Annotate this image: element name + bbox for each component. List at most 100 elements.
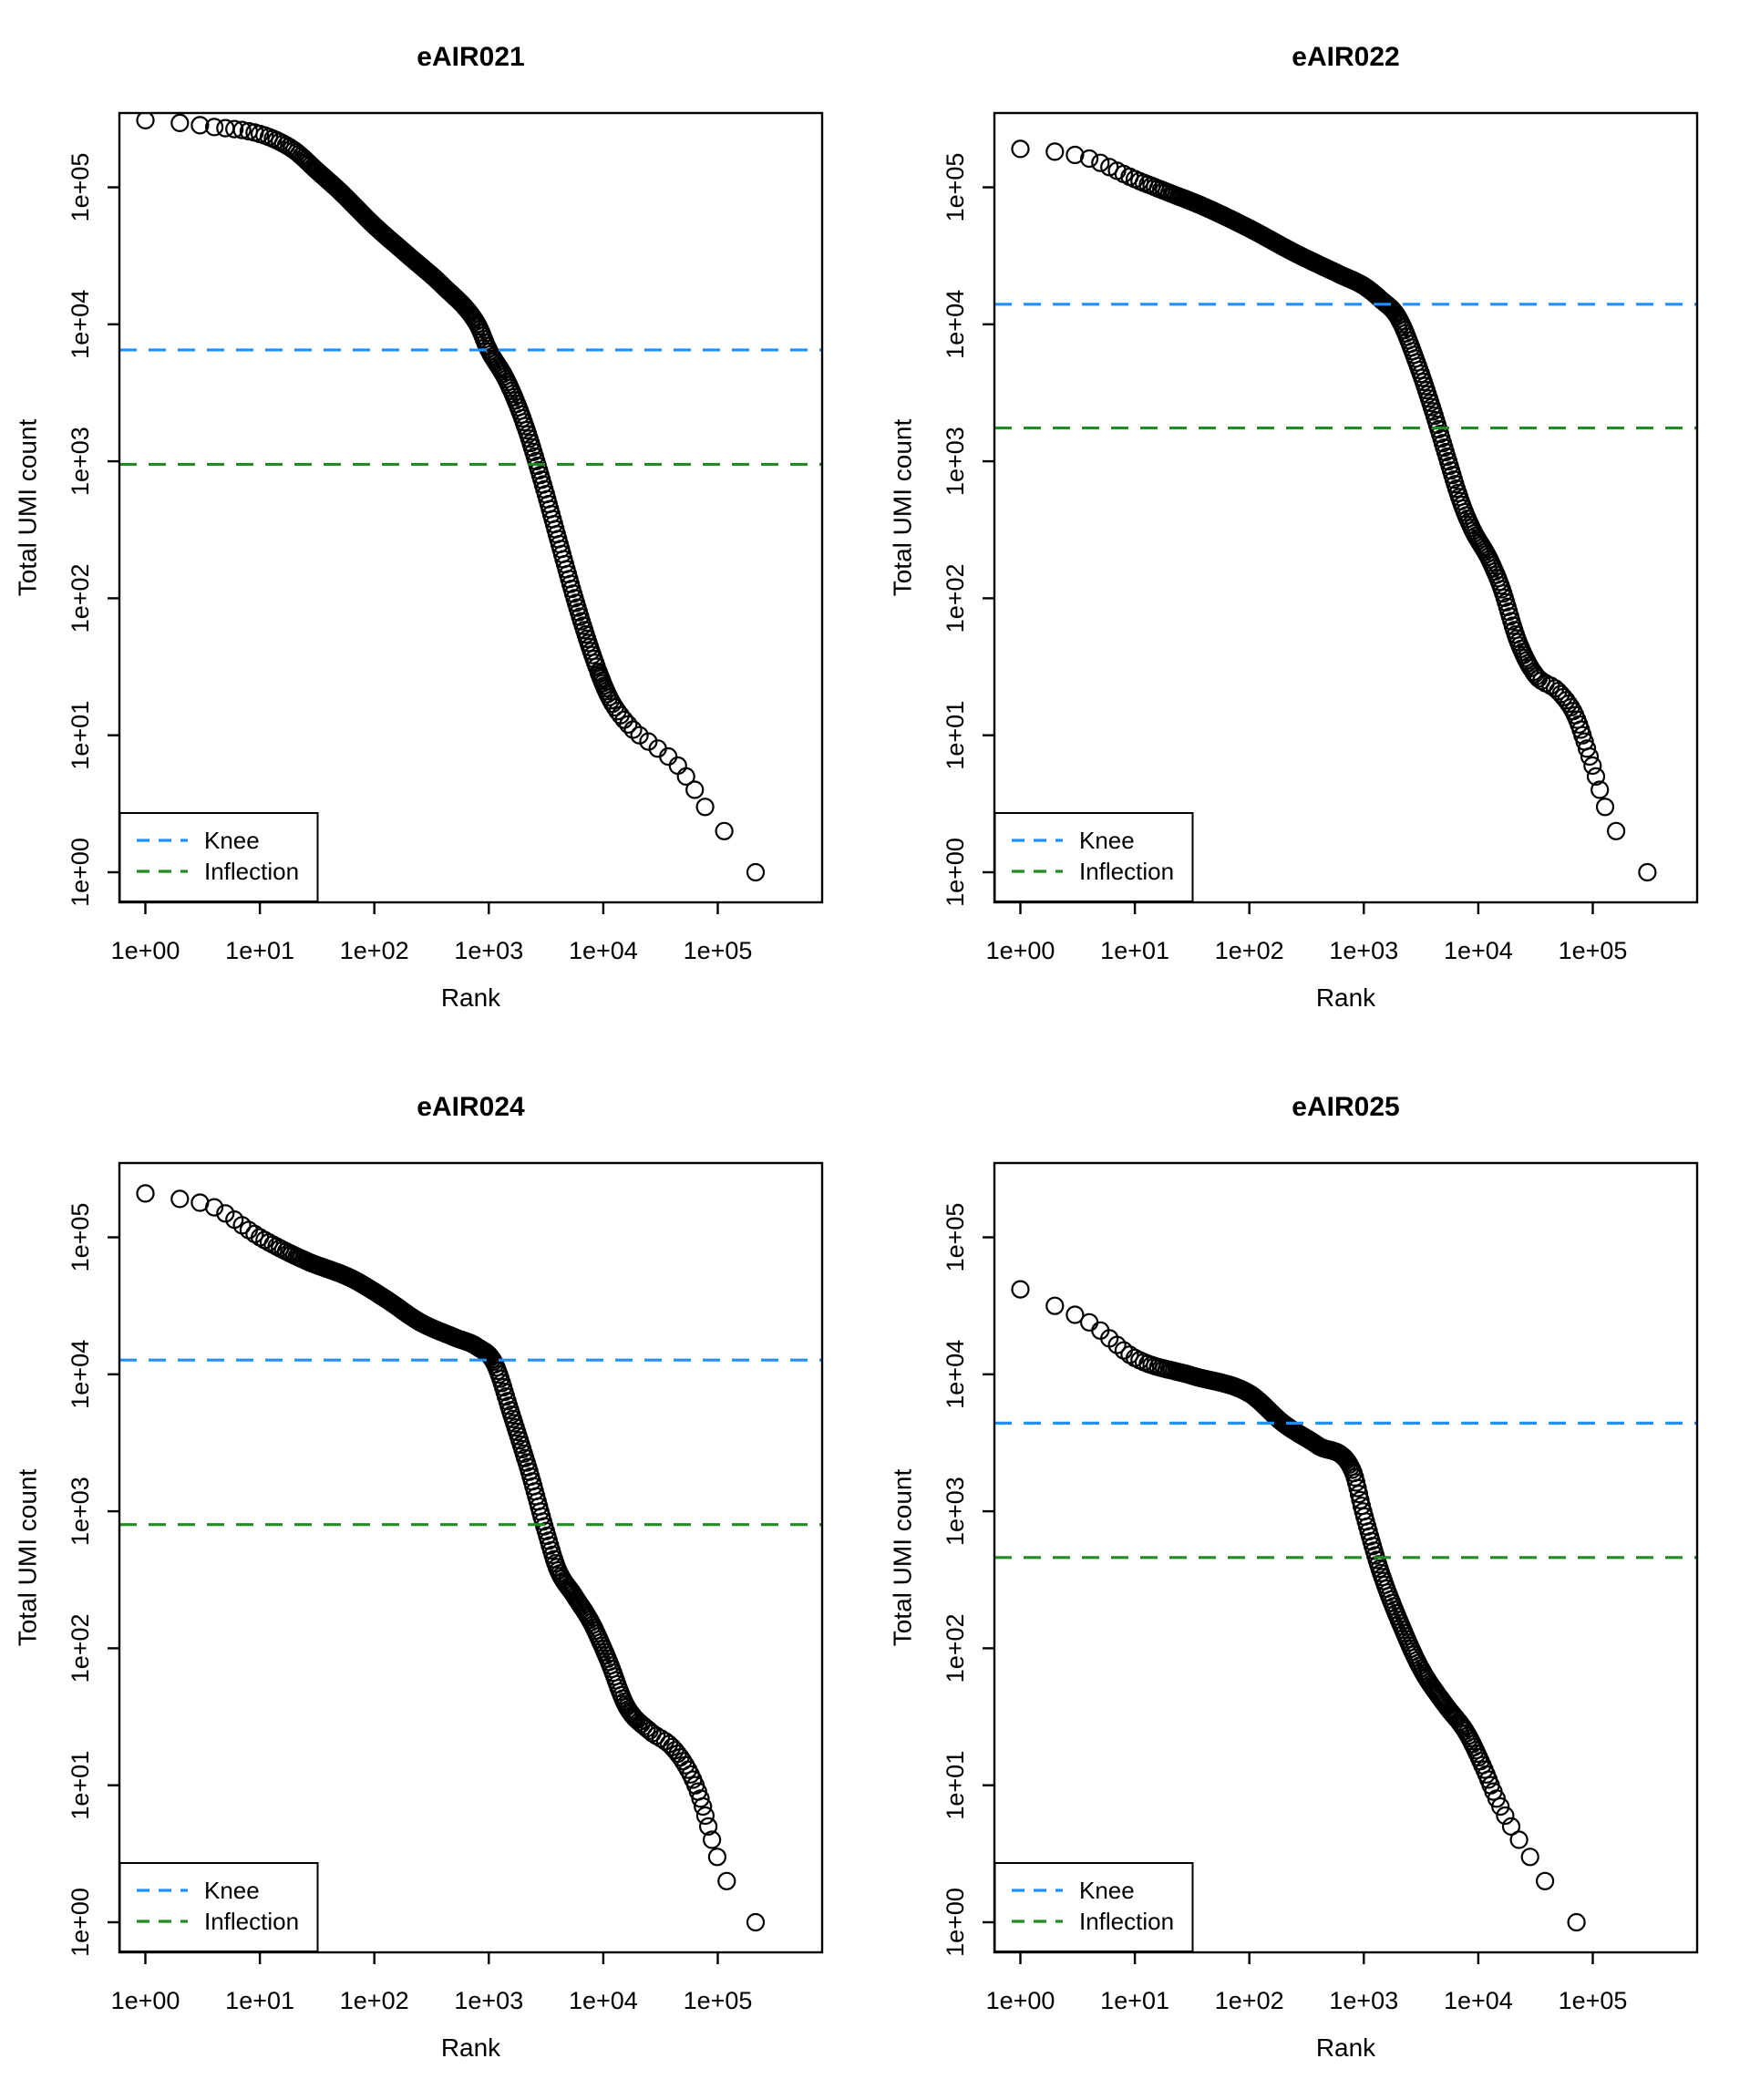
data-point — [1011, 139, 1030, 159]
data-point — [205, 118, 224, 137]
data-point — [136, 1184, 155, 1203]
data-point — [707, 1848, 727, 1867]
y-tick-label: 1e+01 — [67, 1751, 94, 1820]
plot-box — [993, 1161, 1699, 1954]
data-point — [676, 767, 695, 787]
data-point — [1580, 746, 1600, 767]
data-point — [190, 116, 210, 135]
x-tick-label: 1e+02 — [1215, 937, 1284, 964]
data-point — [702, 1830, 722, 1849]
data-point — [639, 732, 658, 751]
plot-title: eAIR022 — [1292, 42, 1399, 72]
legend-box — [118, 812, 319, 902]
data-point — [1532, 671, 1551, 691]
x-tick-label: 1e+05 — [684, 937, 753, 964]
plot-svg: eAIR024 1e+00 1e+01 1e+02 1e+03 1e+04 1e+05 1e+… — [14, 1092, 824, 2062]
y-axis-label: Total UMI count — [14, 1469, 42, 1647]
x-tick-label: 1e+03 — [454, 937, 523, 964]
scatter-points — [1011, 1280, 1586, 1932]
data-point — [1496, 1806, 1515, 1826]
data-point — [695, 1806, 715, 1826]
y-tick-label: 1e+00 — [67, 838, 94, 907]
data-point — [668, 756, 687, 776]
data-point — [1567, 1912, 1586, 1932]
x-tick-label: 1e+01 — [1100, 1987, 1169, 2014]
legend-knee-label: Knee — [204, 1877, 260, 1904]
y-axis-label: Total UMI count — [14, 419, 42, 597]
x-tick-label: 1e+05 — [1559, 1987, 1628, 2014]
y-tick-label: 1e+04 — [942, 290, 969, 359]
legend-knee-label: Knee — [204, 827, 260, 854]
plot-title: eAIR025 — [1292, 1092, 1399, 1122]
data-point — [1011, 1280, 1030, 1299]
plot-svg: eAIR021 1e+00 1e+01 1e+02 1e+03 1e+04 1e+05 1e+… — [14, 42, 824, 1012]
scatter-points — [1011, 139, 1657, 882]
plot-svg: eAIR022 1e+00 1e+01 1e+02 1e+03 1e+04 1e+05 1e+… — [889, 42, 1699, 1012]
data-point — [659, 746, 678, 767]
y-tick-label: 1e+04 — [67, 290, 94, 359]
y-tick-label: 1e+00 — [942, 1888, 969, 1957]
plot-title: eAIR021 — [417, 42, 524, 72]
x-axis-label: Rank — [1316, 983, 1376, 1012]
plot-box — [993, 111, 1699, 904]
data-point — [1080, 149, 1099, 169]
x-tick-label: 1e+03 — [454, 1987, 523, 2014]
chart-panel: eAIR022 1e+00 1e+01 1e+02 1e+03 1e+04 1e+05 1e+… — [875, 0, 1750, 1050]
data-point — [746, 862, 766, 882]
legend-inflection-label: Inflection — [204, 1908, 299, 1935]
data-point — [1065, 145, 1085, 165]
data-point — [1535, 1871, 1555, 1890]
y-tick-label: 1e+04 — [942, 1340, 969, 1409]
x-axis-label: Rank — [441, 983, 501, 1012]
y-tick-label: 1e+04 — [67, 1340, 94, 1409]
x-axis-label: Rank — [1316, 2033, 1376, 2062]
data-point — [1520, 1848, 1539, 1867]
legend-inflection-label: Inflection — [204, 858, 299, 885]
data-point — [136, 113, 155, 129]
y-tick-label: 1e+02 — [942, 563, 969, 633]
data-point — [170, 1189, 190, 1209]
data-point — [205, 1198, 224, 1217]
y-tick-label: 1e+01 — [942, 1751, 969, 1820]
data-point — [232, 120, 252, 139]
x-tick-label: 1e+04 — [569, 937, 638, 964]
x-tick-label: 1e+05 — [1559, 937, 1628, 964]
legend: Knee Inflection — [993, 1862, 1194, 1952]
y-tick-label: 1e+03 — [942, 427, 969, 496]
legend-knee-label: Knee — [1079, 827, 1135, 854]
x-tick-label: 1e+01 — [225, 937, 294, 964]
plot-title: eAIR024 — [417, 1092, 525, 1122]
data-point — [245, 1224, 264, 1243]
x-tick-label: 1e+00 — [111, 1987, 180, 2014]
x-tick-label: 1e+02 — [1215, 1987, 1284, 2014]
chart-panel: eAIR024 1e+00 1e+01 1e+02 1e+03 1e+04 1e+05 1e+… — [0, 1050, 875, 2100]
data-point — [698, 1817, 718, 1837]
legend-knee-label: Knee — [1079, 1877, 1135, 1904]
x-tick-label: 1e+00 — [986, 937, 1055, 964]
data-point — [1525, 664, 1545, 684]
legend: Knee Inflection — [993, 812, 1194, 902]
plot-box — [118, 111, 824, 904]
plot-box — [118, 1161, 824, 1954]
x-tick-label: 1e+01 — [225, 1987, 294, 2014]
data-point — [1577, 739, 1597, 758]
data-point — [1501, 1817, 1521, 1837]
legend-box — [993, 1862, 1194, 1952]
data-point — [717, 1871, 736, 1890]
chart-panel: eAIR021 1e+00 1e+01 1e+02 1e+03 1e+04 1e+05 1e+… — [0, 0, 875, 1050]
data-point — [1045, 1296, 1065, 1315]
y-tick-label: 1e+00 — [942, 838, 969, 907]
data-point — [1107, 1335, 1127, 1354]
y-tick-label: 1e+03 — [942, 1477, 969, 1546]
scatter-points — [136, 113, 766, 882]
data-point — [1586, 767, 1606, 787]
data-point — [685, 780, 705, 799]
legend: Knee Inflection — [118, 1862, 319, 1952]
data-point — [216, 1204, 235, 1223]
legend-box — [993, 812, 1194, 902]
y-axis-label: Total UMI count — [889, 1469, 917, 1647]
y-tick-label: 1e+03 — [67, 1477, 94, 1546]
y-tick-label: 1e+00 — [67, 1888, 94, 1957]
y-tick-label: 1e+05 — [942, 1203, 969, 1272]
